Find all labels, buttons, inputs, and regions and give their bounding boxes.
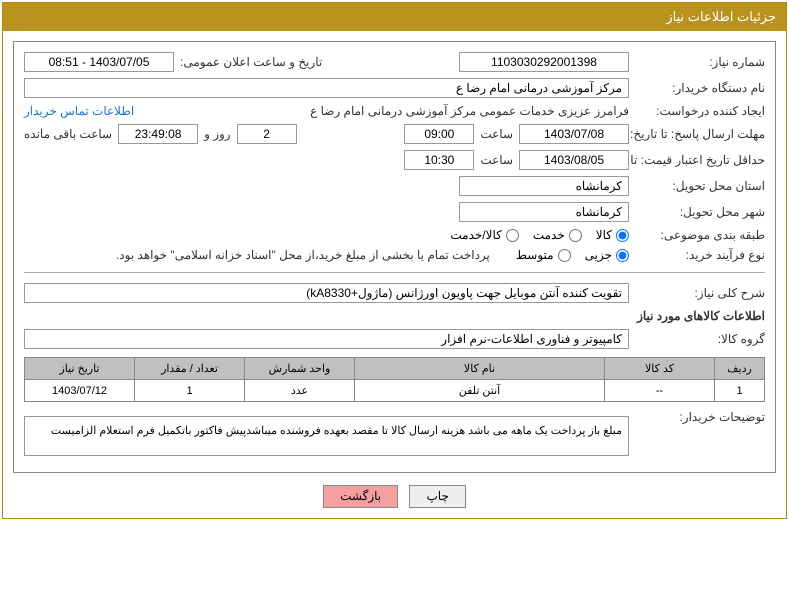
td-date: 1403/07/12 [25,380,135,402]
remaining-time-field: 23:49:08 [118,124,198,144]
group-label: گروه کالا: [635,332,765,346]
th-unit: واحد شمارش [245,358,355,380]
th-qty: تعداد / مقدار [135,358,245,380]
th-row: ردیف [715,358,765,380]
city-label: شهر محل تحویل: [635,205,765,219]
province-label: استان محل تحویل: [635,179,765,193]
validity-time-field: 10:30 [404,150,474,170]
row-buyer-notes: توضیحات خریدار: مبلغ باز پرداخت یک ماهه … [24,410,765,456]
contact-link[interactable]: اطلاعات تماس خریدار [24,104,134,118]
row-summary: شرح کلی نیاز: تقویت کننده آنتن موبایل جه… [24,283,765,303]
goods-table: ردیف کد کالا نام کالا واحد شمارش تعداد /… [24,357,765,402]
radio-partial[interactable]: جزیی [585,248,629,262]
time-label-1: ساعت [480,127,513,141]
summary-label: شرح کلی نیاز: [635,286,765,300]
th-date: تاریخ نیاز [25,358,135,380]
table-row: 1 -- آنتن تلفن عدد 1 1403/07/12 [25,380,765,402]
back-button[interactable]: بازگشت [323,485,398,508]
radio-partial-label: جزیی [585,248,612,262]
buyer-label: نام دستگاه خریدار: [635,81,765,95]
summary-field: تقویت کننده آنتن موبایل جهت پاویون اورژا… [24,283,629,303]
row-need-number: شماره نیاز: 1103030292001398 تاریخ و ساع… [24,52,765,72]
panel-title: جزئیات اطلاعات نیاز [3,3,786,31]
radio-medium-label: متوسط [516,248,554,262]
row-deadline: مهلت ارسال پاسخ: تا تاریخ: 1403/07/08 سا… [24,124,765,144]
td-qty: 1 [135,380,245,402]
button-bar: چاپ بازگشت [13,485,776,508]
panel-body: شماره نیاز: 1103030292001398 تاریخ و ساع… [3,31,786,518]
deadline-time-field: 09:00 [404,124,474,144]
td-unit: عدد [245,380,355,402]
process-label: نوع فرآیند خرید: [635,248,765,262]
remaining-label: ساعت باقی مانده [24,127,112,141]
td-row: 1 [715,380,765,402]
days-field: 2 [237,124,297,144]
validity-label: حداقل تاریخ اعتبار قیمت: تا تاریخ: [635,153,765,167]
time-label-2: ساعت [480,153,513,167]
need-number-field: 1103030292001398 [459,52,629,72]
form-box: شماره نیاز: 1103030292001398 تاریخ و ساع… [13,41,776,473]
buyer-notes-field: مبلغ باز پرداخت یک ماهه می باشد هزینه ار… [24,416,629,456]
announce-date-label: تاریخ و ساعت اعلان عمومی: [180,55,322,69]
radio-goods-input[interactable] [616,229,629,242]
row-requester: ایجاد کننده درخواست: فرامرز عزیزی خدمات … [24,104,765,118]
validity-date-field: 1403/08/05 [519,150,629,170]
row-city: شهر محل تحویل: کرمانشاه [24,202,765,222]
requester-label: ایجاد کننده درخواست: [635,104,765,118]
td-name: آنتن تلفن [355,380,605,402]
deadline-label: مهلت ارسال پاسخ: تا تاریخ: [635,127,765,141]
announce-date-field: 1403/07/05 - 08:51 [24,52,174,72]
requester-field: فرامرز عزیزی خدمات عمومی مرکز آموزشی درم… [310,104,629,118]
category-radio-group: کالا خدمت کالا/خدمت [450,228,629,242]
radio-both[interactable]: کالا/خدمت [450,228,518,242]
radio-service-input[interactable] [569,229,582,242]
row-buyer: نام دستگاه خریدار: مرکز آموزشی درمانی ام… [24,78,765,98]
radio-both-input[interactable] [506,229,519,242]
row-validity: حداقل تاریخ اعتبار قیمت: تا تاریخ: 1403/… [24,150,765,170]
radio-goods[interactable]: کالا [596,228,629,242]
city-field: کرمانشاه [459,202,629,222]
radio-goods-label: کالا [596,228,612,242]
process-note: پرداخت تمام یا بخشی از مبلغ خرید،از محل … [116,248,490,262]
row-category: طبقه بندی موضوعی: کالا خدمت کالا/خدمت [24,228,765,242]
row-province: استان محل تحویل: کرمانشاه [24,176,765,196]
buyer-notes-label: توضیحات خریدار: [635,410,765,424]
province-field: کرمانشاه [459,176,629,196]
radio-medium-input[interactable] [558,249,571,262]
radio-both-label: کالا/خدمت [450,228,501,242]
days-and-label: روز و [204,127,231,141]
row-group: گروه کالا: کامپیوتر و فناوری اطلاعات-نرم… [24,329,765,349]
radio-service[interactable]: خدمت [533,228,582,242]
separator [24,272,765,273]
td-code: -- [605,380,715,402]
deadline-date-field: 1403/07/08 [519,124,629,144]
radio-service-label: خدمت [533,228,565,242]
need-number-label: شماره نیاز: [635,55,765,69]
goods-info-title: اطلاعات کالاهای مورد نیاز [24,309,765,323]
row-process: نوع فرآیند خرید: جزیی متوسط پرداخت تمام … [24,248,765,262]
radio-partial-input[interactable] [616,249,629,262]
process-radio-group: جزیی متوسط [516,248,629,262]
buyer-field: مرکز آموزشی درمانی امام رضا ع [24,78,629,98]
main-panel: جزئیات اطلاعات نیاز شماره نیاز: 11030302… [2,2,787,519]
group-field: کامپیوتر و فناوری اطلاعات-نرم افزار [24,329,629,349]
print-button[interactable]: چاپ [409,485,465,508]
th-code: کد کالا [605,358,715,380]
category-label: طبقه بندی موضوعی: [635,228,765,242]
table-header-row: ردیف کد کالا نام کالا واحد شمارش تعداد /… [25,358,765,380]
th-name: نام کالا [355,358,605,380]
radio-medium[interactable]: متوسط [516,248,571,262]
